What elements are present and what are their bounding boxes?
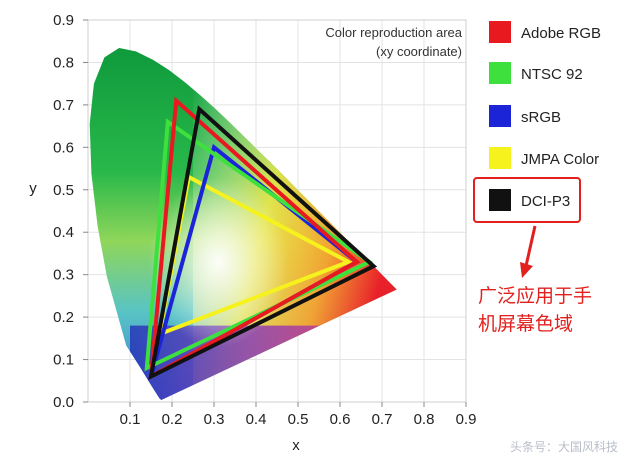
x-tick-label: 0.5	[288, 411, 309, 428]
y-tick-label: 0.0	[53, 394, 74, 411]
x-tick-label: 0.1	[120, 411, 141, 428]
legend-label-adobe-rgb: Adobe RGB	[521, 25, 601, 42]
legend-swatch-adobe-rgb	[489, 21, 511, 43]
legend-swatch-dci-p3	[489, 189, 511, 211]
annotation-line1: Color reproduction area	[325, 25, 462, 40]
gamut-triangles	[144, 96, 378, 381]
y-axis-label: y	[29, 180, 37, 197]
x-tick-label: 0.4	[246, 411, 267, 428]
legend-swatch-ntsc-92	[489, 62, 511, 84]
y-tick-label: 0.7	[53, 97, 74, 114]
x-tick-label: 0.6	[330, 411, 351, 428]
gamut-triangle-adobe-rgb	[148, 96, 361, 381]
x-tick-label: 0.9	[456, 411, 477, 428]
plot-frame	[87, 19, 467, 403]
y-tick-label: 0.1	[53, 352, 74, 369]
y-tick-label: 0.5	[53, 182, 74, 199]
x-tick-label: 0.8	[414, 411, 435, 428]
axes: 0.1 0.2 0.3 0.4 0.5 0.6 0.7 0.8 0.9 0.0 0.1 0.2 0.3 0…	[53, 12, 476, 428]
y-tick-label: 0.9	[53, 12, 74, 29]
x-axis-label: x	[292, 437, 300, 454]
callout-line2: 机屏幕色域	[478, 313, 573, 335]
x-tick-label: 0.7	[372, 411, 393, 428]
x-tick-label: 0.2	[162, 411, 183, 428]
legend: Adobe RGB NTSC 92 sRGB JMPA Color DCI-P3	[489, 21, 601, 211]
legend-label-srgb: sRGB	[521, 109, 561, 126]
legend-swatch-jmpa-color	[489, 147, 511, 169]
legend-highlight-box	[473, 177, 581, 223]
spectral-locus	[89, 48, 397, 400]
y-tick-label: 0.2	[53, 309, 74, 326]
legend-label-ntsc-92: NTSC 92	[521, 66, 583, 83]
y-tick-label: 0.8	[53, 54, 74, 71]
callout-line1: 广泛应用于手	[478, 285, 592, 307]
legend-label-jmpa-color: JMPA Color	[521, 151, 599, 168]
callout-arrow	[520, 225, 537, 278]
legend-swatch-srgb	[489, 105, 511, 127]
watermark: 头条号：大国风科技	[510, 440, 618, 454]
y-tick-label: 0.6	[53, 139, 74, 156]
y-tick-label: 0.3	[53, 267, 74, 284]
y-tick-label: 0.4	[53, 224, 74, 241]
x-tick-label: 0.3	[204, 411, 225, 428]
annotation-line2: (xy coordinate)	[376, 44, 462, 59]
legend-label-dci-p3: DCI-P3	[521, 193, 570, 210]
gamut-triangle-dci-p3	[148, 105, 378, 381]
